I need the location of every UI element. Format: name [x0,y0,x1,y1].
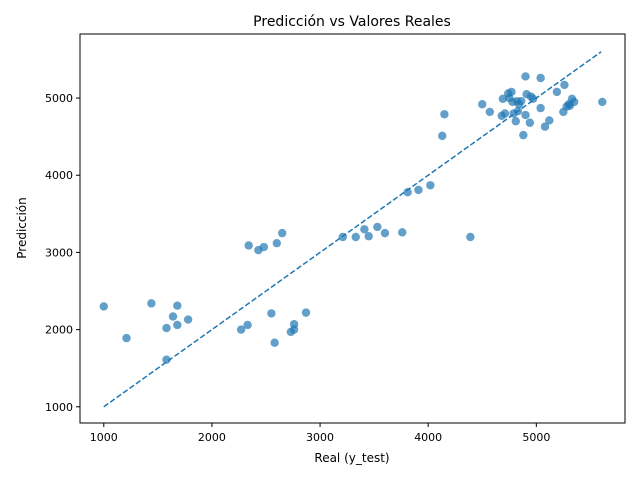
y-tick-label: 3000 [45,246,73,259]
data-point [438,131,447,141]
data-point [528,94,538,104]
x-tick-label: 3000 [306,431,334,444]
data-point [99,302,108,311]
y-tick-label: 5000 [45,92,73,105]
data-point [183,315,193,324]
data-point [525,118,535,127]
data-point [440,110,449,119]
data-point [360,225,369,234]
data-point [507,87,516,97]
plot-area [99,51,607,408]
data-point [403,188,412,197]
data-point [270,338,279,347]
chart-title: Predicción vs Valores Reales [253,14,451,30]
data-point [173,301,182,310]
data-point [301,308,311,317]
y-axis: 1000 2000 3000 4000 5000 [45,92,80,414]
data-point [236,325,246,334]
data-point [414,185,423,195]
data-point [272,238,282,248]
data-point [498,94,508,104]
x-tick-label: 4000 [414,431,442,444]
data-point [426,181,435,190]
data-point [519,130,528,140]
y-axis-label: Predicción [15,197,29,259]
data-point [540,122,550,131]
data-point [478,100,487,109]
data-point [243,320,252,330]
data-point [536,103,545,113]
data-point [398,228,407,237]
data-point [351,232,360,242]
data-point [373,222,382,232]
data-point [122,333,131,343]
data-point [168,312,178,321]
data-point [500,109,510,118]
data-point [278,228,287,238]
y-tick-label: 4000 [45,169,73,182]
data-point [552,87,562,97]
data-point [485,107,495,117]
y-tick-label: 1000 [45,401,73,414]
data-point [173,320,182,330]
x-axis: 1000 2000 3000 4000 5000 [90,423,550,444]
y-tick-label: 2000 [45,324,73,337]
reference-line [103,51,602,408]
data-point [560,80,569,90]
data-point [466,232,475,242]
data-point [147,299,156,308]
data-point [569,97,579,107]
data-point [267,309,276,318]
data-point [545,116,554,125]
data-point [162,355,171,364]
data-point [162,323,171,333]
data-point [598,97,607,107]
data-point [364,232,373,241]
data-point [259,242,269,252]
plot-frame [79,33,626,424]
x-axis-label: Real (y_test) [314,451,389,465]
data-point [516,96,526,106]
data-point [244,241,253,250]
data-point [521,110,530,120]
x-tick-label: 2000 [198,431,226,444]
x-tick-label: 5000 [522,431,550,444]
data-point [511,117,520,126]
data-point [289,325,299,334]
data-point [521,72,530,81]
data-point [380,228,390,238]
data-point [536,73,545,83]
x-tick-label: 1000 [90,431,118,444]
